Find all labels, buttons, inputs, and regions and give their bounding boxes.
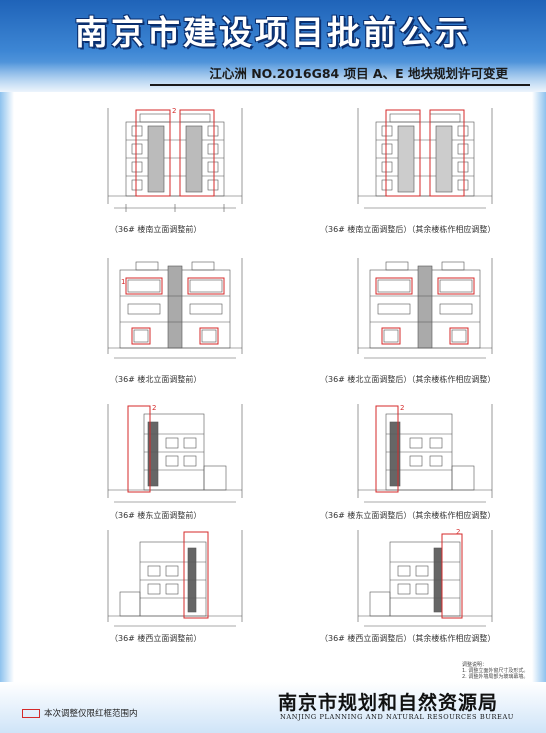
revision-mark: 2 [400, 404, 404, 412]
right-border [532, 92, 546, 682]
footer-band [0, 682, 546, 733]
adjustment-notes: 调整说明： 1. 调整立面外窗尺寸及形式。 2. 调整外墙局部为玻璃幕墙。 [462, 662, 528, 680]
drawing-caption: （36# 楼南立面调整前） [110, 225, 202, 234]
drawing-caption: （36# 楼东立面调整前） [110, 511, 202, 520]
revision-mark: 1 [121, 278, 125, 286]
bureau-name-english: NANJING PLANNING AND NATURAL RESOURCES B… [280, 713, 514, 721]
revision-mark: 2 [152, 404, 156, 412]
elevation-drawing-west-before [107, 530, 243, 627]
legend-swatch [22, 709, 40, 718]
elevation-drawing-north-after [357, 258, 493, 359]
drawing-caption: （36# 楼北立面调整前） [110, 375, 202, 384]
drawing-caption: （36# 楼北立面调整后）（其余楼栋作相应调整） [320, 375, 496, 384]
elevation-drawing-east-after: 2 [357, 404, 493, 503]
elevation-drawing-east-before: 2 [107, 404, 243, 503]
header-glow [0, 62, 546, 92]
notes-item: 2. 调整外墙局部为玻璃幕墙。 [462, 674, 529, 680]
page-subtitle: 江心洲 NO.2016G84 项目 A、E 地块规划许可变更 [209, 66, 508, 81]
left-border [0, 92, 14, 682]
drawing-caption: （36# 楼西立面调整前） [110, 634, 202, 643]
notes-item: 1. 调整立面外窗尺寸及形式。 [462, 668, 529, 674]
drawing-caption: （36# 楼东立面调整后）（其余楼栋作相应调整） [320, 511, 496, 520]
bureau-name: 南京市规划和自然资源局 [278, 692, 499, 714]
page-title: 南京市建设项目批前公示 [75, 13, 471, 52]
elevation-drawing-south-before: 2 [107, 107, 243, 212]
elevation-drawing-north-before: 1 [107, 258, 243, 359]
drawing-caption: （36# 楼西立面调整后）（其余楼栋作相应调整） [320, 634, 496, 643]
header-banner: 南京市建设项目批前公示 [0, 0, 546, 92]
revision-mark: 2 [172, 107, 176, 115]
elevation-drawing-west-after: 2 [357, 528, 493, 627]
subtitle-underline [150, 84, 530, 86]
drawing-caption: （36# 楼南立面调整后）（其余楼栋作相应调整） [320, 225, 496, 234]
notes-title: 调整说明： [462, 662, 488, 668]
legend-label: 本次调整仅限红框范围内 [44, 709, 138, 719]
revision-mark: 2 [456, 528, 460, 536]
elevation-drawing-south-after [357, 108, 493, 209]
